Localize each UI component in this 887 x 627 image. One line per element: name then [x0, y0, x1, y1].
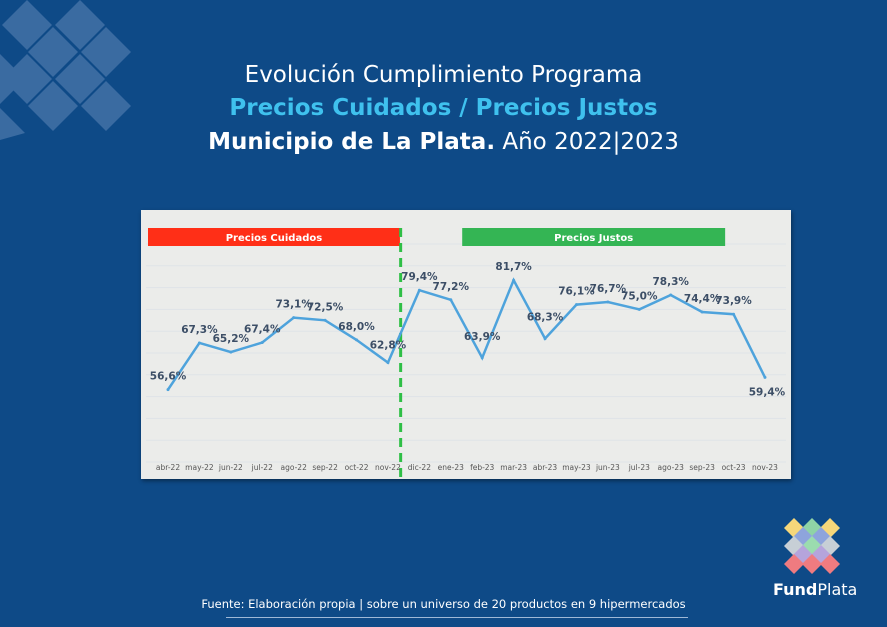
data-label: 72,5% [307, 301, 344, 313]
x-tick-label: sep-23 [689, 463, 715, 472]
title-municipio: Municipio de La Plata. [208, 129, 496, 155]
footer-divider [226, 617, 688, 618]
data-point [732, 312, 736, 316]
data-label: 74,4% [684, 293, 721, 305]
data-label: 67,3% [181, 324, 218, 336]
period-band [462, 228, 726, 246]
x-tick-label: jun-22 [218, 463, 243, 472]
data-point [355, 338, 359, 342]
data-point [574, 303, 578, 307]
data-point [543, 337, 547, 341]
data-label: 79,4% [401, 271, 438, 283]
data-label: 63,9% [464, 331, 501, 343]
data-point [229, 350, 233, 354]
x-tick-label: oct-22 [345, 463, 369, 472]
data-point [386, 361, 390, 365]
x-tick-label: feb-23 [470, 463, 494, 472]
data-label: 62,8% [370, 340, 407, 352]
x-tick-label: mar-23 [500, 463, 527, 472]
data-label: 68,3% [527, 312, 564, 324]
x-tick-label: dic-22 [408, 463, 431, 472]
x-tick-label: may-22 [185, 463, 214, 472]
x-tick-label: ago-23 [658, 463, 685, 472]
data-label: 67,4% [244, 324, 281, 336]
fundplata-logo-text: FundPlata [773, 580, 857, 599]
data-point [669, 293, 673, 297]
data-label: 81,7% [495, 261, 532, 273]
data-label: 77,2% [433, 281, 470, 293]
title-year: Año 2022|2023 [495, 129, 679, 155]
data-point [606, 300, 610, 304]
series-line [166, 277, 767, 391]
title-line-2: Precios Cuidados / Precios Justos [229, 95, 658, 121]
title-line-3: Municipio de La Plata. Año 2022|2023 [0, 129, 887, 155]
data-label: 56,6% [150, 371, 187, 383]
x-tick-label: abr-22 [156, 463, 180, 472]
data-point [197, 341, 201, 345]
title-line-1: Evolución Cumplimiento Programa [244, 62, 643, 88]
data-label: 78,3% [653, 276, 690, 288]
line-chart: Precios Cuidados Precios Justos 56,6% abr-2… [146, 228, 786, 479]
x-tick-label: nov-22 [375, 463, 401, 472]
data-label: 73,1% [275, 299, 312, 311]
data-point [292, 316, 296, 320]
x-tick-label: jun-23 [595, 463, 620, 472]
source-note: Fuente: Elaboración propia | sobre un un… [201, 597, 686, 611]
data-point [763, 375, 767, 379]
data-point [417, 288, 421, 292]
data-point [700, 310, 704, 314]
data-point [637, 307, 641, 311]
data-point [480, 356, 484, 360]
period-label: Precios Cuidados [226, 233, 323, 244]
data-point [323, 318, 327, 322]
data-point [449, 298, 453, 302]
data-label: 65,2% [213, 333, 250, 345]
x-tick-label: sep-22 [312, 463, 338, 472]
data-label: 76,1% [558, 286, 595, 298]
data-point [512, 278, 516, 282]
period-band [148, 228, 400, 246]
data-point [260, 341, 264, 345]
x-tick-label: nov-23 [752, 463, 778, 472]
data-label: 59,4% [749, 386, 786, 398]
data-label: 73,9% [715, 295, 752, 307]
chart-panel: Precios Cuidados Precios Justos 56,6% abr-2… [141, 210, 791, 479]
data-label: 76,7% [590, 283, 627, 295]
x-tick-label: oct-23 [722, 463, 746, 472]
data-point [166, 388, 170, 392]
fundplata-logo-icon [784, 518, 840, 574]
x-tick-label: jul-22 [251, 463, 273, 472]
decorative-diamonds [0, 0, 131, 140]
x-tick-label: ago-22 [281, 463, 308, 472]
data-label: 75,0% [621, 290, 658, 302]
x-tick-label: may-23 [562, 463, 591, 472]
logo-bold: Fund [773, 580, 818, 599]
period-label: Precios Justos [554, 233, 633, 244]
x-tick-label: jul-23 [628, 463, 650, 472]
x-tick-label: abr-23 [533, 463, 557, 472]
logo-rest: Plata [817, 580, 858, 599]
data-label: 68,0% [338, 321, 375, 333]
x-tick-label: ene-23 [438, 463, 464, 472]
